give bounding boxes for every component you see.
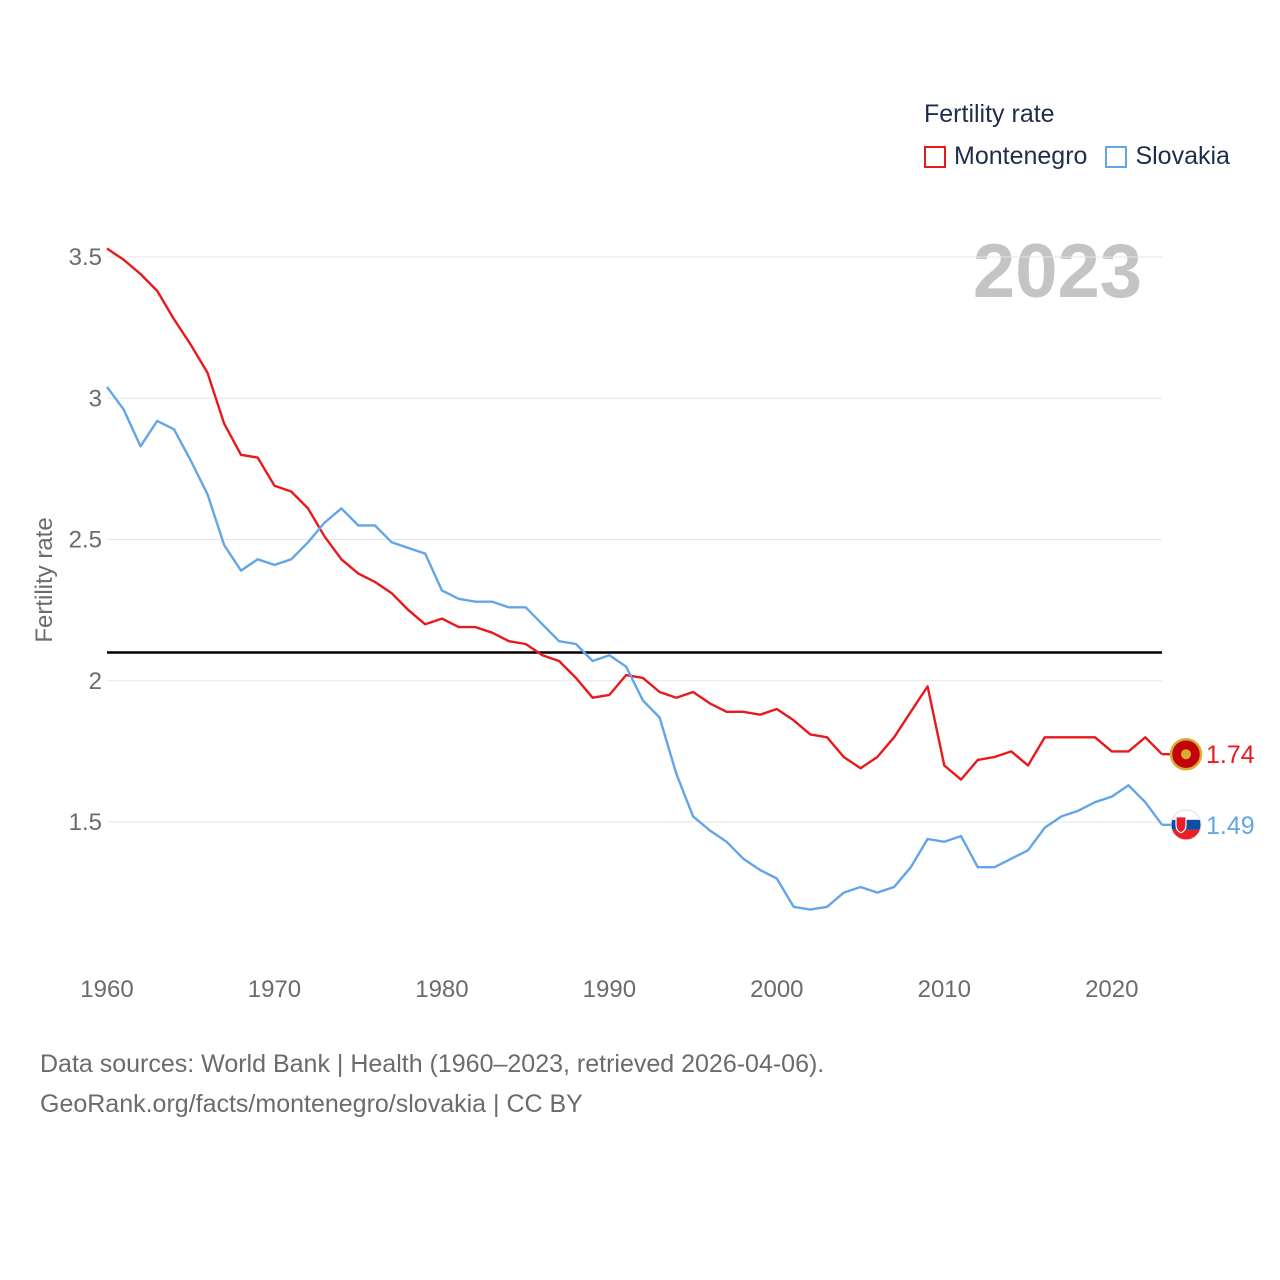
x-tick-label: 1980 <box>415 976 468 1003</box>
x-tick-label: 2000 <box>750 976 803 1003</box>
legend-swatch-montenegro <box>924 145 946 168</box>
legend-item-montenegro[interactable]: Montenegro <box>924 142 1087 171</box>
y-tick-label: 1.5 <box>69 809 102 836</box>
gridlines <box>107 256 1162 823</box>
series-line-montenegro[interactable] <box>106 247 1163 781</box>
x-axis-ticks: 1960 1970 1980 1990 2000 2010 2020 <box>80 976 1138 1003</box>
legend-title: Fertility rate <box>924 100 1055 128</box>
y-tick-label: 2.5 <box>69 527 102 554</box>
x-tick-label: 2020 <box>1085 976 1138 1003</box>
y-tick-label: 2 <box>89 668 102 695</box>
slovakia-flag-icon <box>1170 809 1202 841</box>
y-axis-ticks: 1.5 2 2.5 3 3.5 <box>69 244 102 836</box>
legend-swatch-slovakia <box>1105 145 1128 168</box>
x-tick-label: 1990 <box>583 976 636 1003</box>
legend: Montenegro Slovakia <box>924 142 1248 171</box>
montenegro-flag-icon <box>1169 737 1203 771</box>
y-axis-title: Fertility rate <box>31 517 58 642</box>
series-lines <box>106 247 1163 911</box>
x-tick-label: 2010 <box>918 976 971 1003</box>
legend-label-slovakia: Slovakia <box>1135 142 1230 170</box>
end-value-label-slovakia: 1.49 <box>1206 812 1255 840</box>
source-note: Data sources: World Bank | Health (1960–… <box>40 1044 824 1124</box>
source-line-2: GeoRank.org/facts/montenegro/slovakia | … <box>40 1090 583 1118</box>
x-tick-label: 1960 <box>80 976 133 1003</box>
y-tick-label: 3.5 <box>69 244 102 271</box>
legend-item-slovakia[interactable]: Slovakia <box>1105 142 1230 171</box>
x-tick-label: 1970 <box>248 976 301 1003</box>
legend-label-montenegro: Montenegro <box>954 142 1088 170</box>
source-line-1: Data sources: World Bank | Health (1960–… <box>40 1050 825 1078</box>
end-value-label-montenegro: 1.74 <box>1206 741 1255 769</box>
current-year-label: 2023 <box>972 229 1142 314</box>
y-tick-label: 3 <box>89 385 102 412</box>
end-markers: 1.74 1.49 <box>1162 737 1255 841</box>
series-line-slovakia[interactable] <box>106 386 1163 911</box>
